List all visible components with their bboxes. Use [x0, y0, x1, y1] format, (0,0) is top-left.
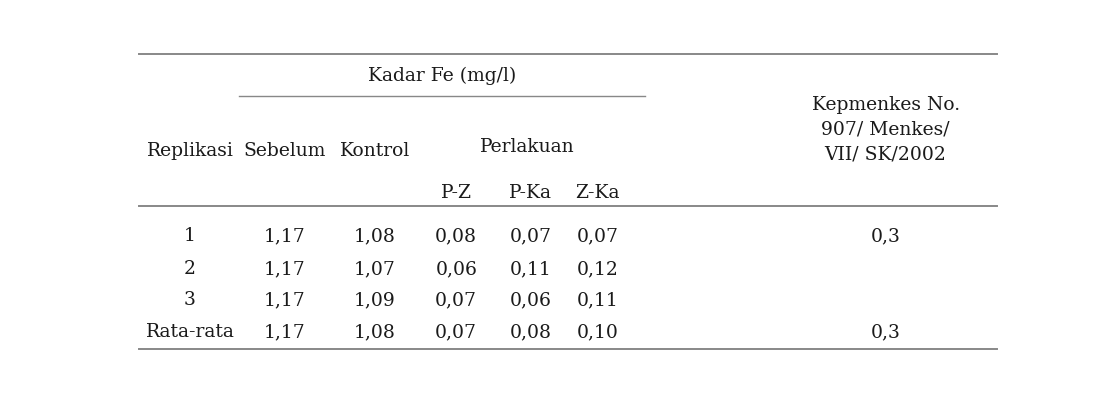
Text: 0,12: 0,12 [577, 260, 619, 278]
Text: 1,17: 1,17 [264, 323, 306, 341]
Text: 0,07: 0,07 [510, 227, 552, 245]
Text: 0,07: 0,07 [435, 292, 478, 310]
Text: 0,08: 0,08 [510, 323, 552, 341]
Text: 0,11: 0,11 [577, 292, 618, 310]
Text: 0,06: 0,06 [435, 260, 478, 278]
Text: Kepmenkes No.
907/ Menkes/
VII/ SK/2002: Kepmenkes No. 907/ Menkes/ VII/ SK/2002 [811, 96, 960, 164]
Text: P-Ka: P-Ka [510, 184, 553, 202]
Text: 1,17: 1,17 [264, 292, 306, 310]
Text: Z-Ka: Z-Ka [576, 184, 620, 202]
Text: 3: 3 [184, 292, 196, 310]
Text: Perlakuan: Perlakuan [480, 138, 574, 156]
Text: 0,3: 0,3 [871, 227, 901, 245]
Text: 0,11: 0,11 [510, 260, 552, 278]
Text: Kadar Fe (mg/l): Kadar Fe (mg/l) [368, 67, 516, 85]
Text: Kontrol: Kontrol [339, 142, 410, 160]
Text: 0,3: 0,3 [871, 323, 901, 341]
Text: 2: 2 [184, 260, 196, 278]
Text: 0,07: 0,07 [435, 323, 478, 341]
Text: 1,09: 1,09 [353, 292, 396, 310]
Text: Replikasi: Replikasi [146, 142, 234, 160]
Text: 1: 1 [184, 227, 196, 245]
Text: 1,07: 1,07 [353, 260, 396, 278]
Text: 1,08: 1,08 [353, 227, 396, 245]
Text: 0,07: 0,07 [577, 227, 619, 245]
Text: 1,17: 1,17 [264, 260, 306, 278]
Text: 1,08: 1,08 [353, 323, 396, 341]
Text: Rata-rata: Rata-rata [145, 323, 235, 341]
Text: 0,08: 0,08 [435, 227, 478, 245]
Text: 0,10: 0,10 [577, 323, 619, 341]
Text: Sebelum: Sebelum [244, 142, 326, 160]
Text: 1,17: 1,17 [264, 227, 306, 245]
Text: P-Z: P-Z [441, 184, 472, 202]
Text: 0,06: 0,06 [510, 292, 552, 310]
